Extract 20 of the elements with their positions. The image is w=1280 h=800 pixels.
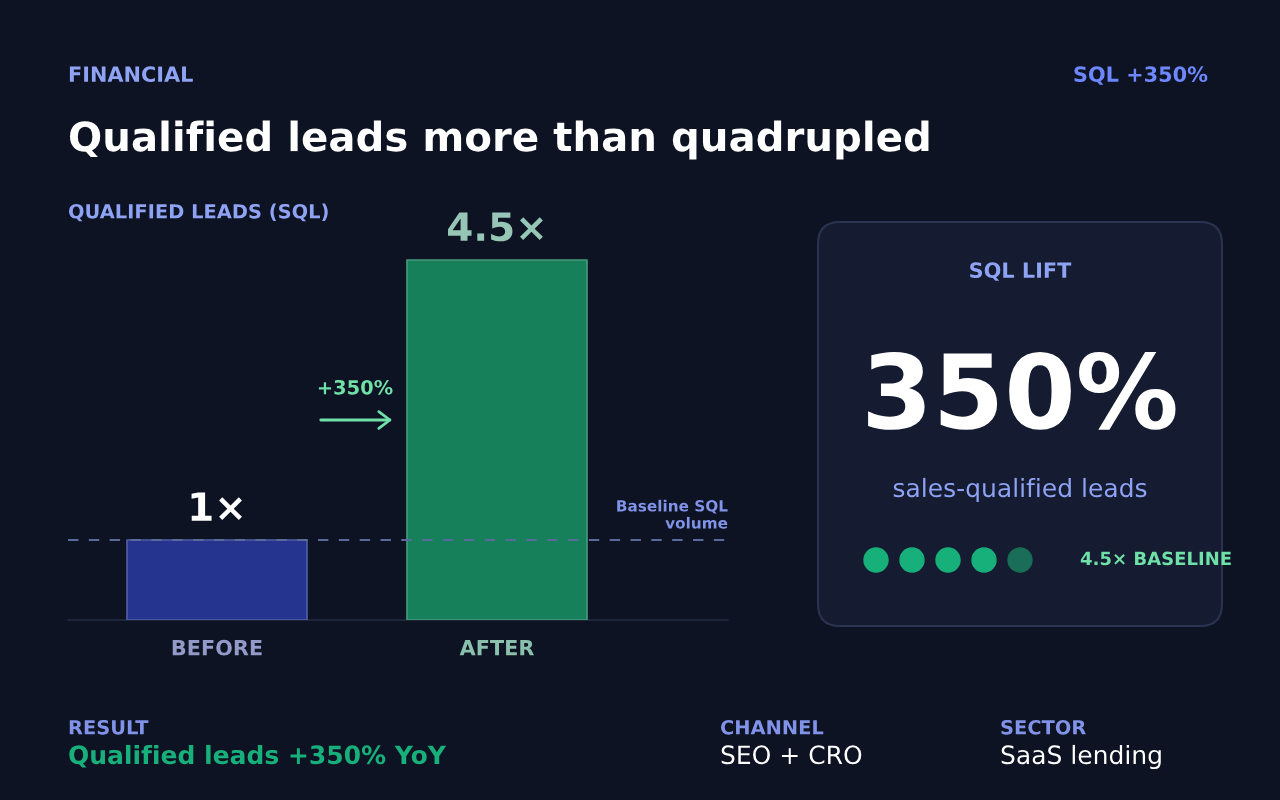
x-tick-label: AFTER: [459, 640, 534, 656]
text: SEO + CRO: [721, 745, 862, 765]
text: SaaS lending: [1001, 744, 1161, 770]
text: 350%: [868, 352, 1176, 430]
text: sales-qualified leads: [893, 477, 1147, 503]
text: 4.5× BASELINE: [1080, 551, 1231, 566]
chart-subtitle: FINANCIAL: [69, 66, 193, 83]
text: Qualified leads +350% YoY: [69, 744, 447, 768]
text: SQL LIFT: [970, 262, 1072, 281]
text: RESULT: [69, 719, 149, 735]
text: CHANNEL: [720, 719, 824, 735]
chart-title: Qualified leads more than quadrupled: [70, 120, 929, 160]
text: SQL +350%: [1074, 66, 1208, 85]
annotation: +350%: [318, 379, 393, 395]
data-label: 1×: [191, 492, 242, 521]
x-tick-label: BEFORE: [172, 639, 262, 656]
y-axis-title: QUALIFIED LEADS (SQL): [68, 203, 328, 222]
ref-line-label: Baseline SQL volume: [617, 499, 728, 529]
text: SECTOR: [1001, 719, 1086, 735]
data-label: 4.5×: [448, 212, 543, 242]
